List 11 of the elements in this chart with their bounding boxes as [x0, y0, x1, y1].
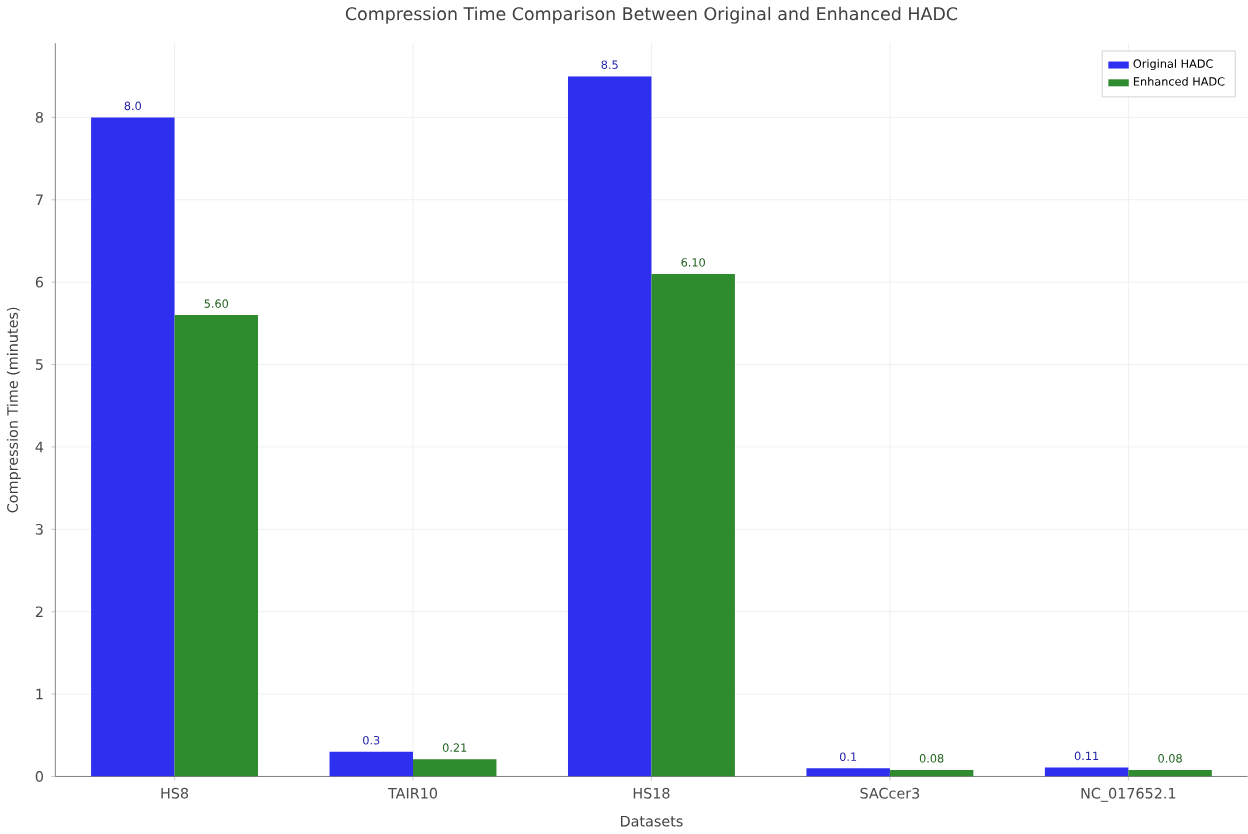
bar — [1044, 767, 1129, 777]
bar — [91, 117, 175, 777]
bar — [567, 76, 652, 777]
bar — [806, 768, 890, 777]
bar — [889, 770, 974, 777]
bar — [412, 759, 497, 777]
bar — [329, 752, 413, 777]
bar — [651, 274, 735, 777]
bar — [174, 315, 258, 777]
chart-title: Compression Time Comparison Between Original and Enhanced HADC — [345, 7, 958, 24]
bar — [1128, 770, 1212, 777]
